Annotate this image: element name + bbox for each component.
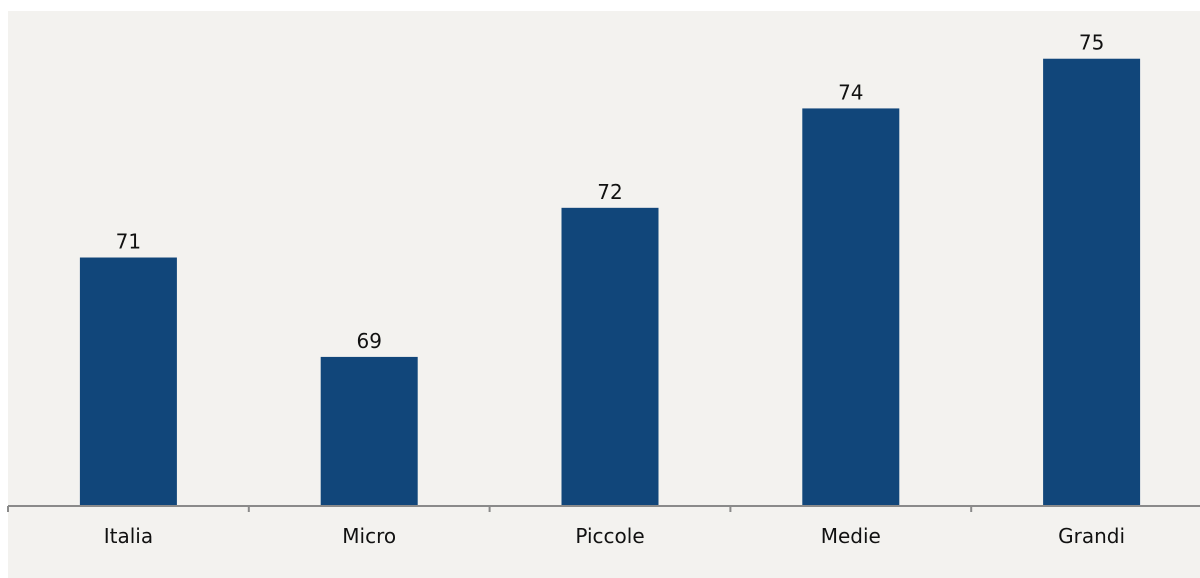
x-tick-label-micro: Micro xyxy=(342,524,396,548)
data-label-grandi: 75 xyxy=(1079,31,1104,55)
bars-layer xyxy=(79,58,1141,507)
bar-medie xyxy=(802,108,900,506)
x-tick-label-grandi: Grandi xyxy=(1058,524,1125,548)
bar-micro xyxy=(320,356,418,506)
data-label-micro: 69 xyxy=(356,329,381,353)
bar-italia xyxy=(79,257,177,506)
x-tick-label-italia: Italia xyxy=(104,524,153,548)
data-label-medie: 74 xyxy=(838,80,863,104)
bar-piccole xyxy=(561,207,659,506)
bar-grandi xyxy=(1043,58,1141,507)
x-tick-label-medie: Medie xyxy=(821,524,881,548)
data-label-piccole: 72 xyxy=(597,180,622,204)
value-labels-layer: 71 69 72 74 75 xyxy=(116,31,1105,353)
x-tick-label-piccole: Piccole xyxy=(575,524,644,548)
x-axis-ticks-layer xyxy=(7,506,973,512)
x-axis-tick-labels-layer: Italia Micro Piccole Medie Grandi xyxy=(104,524,1125,548)
data-label-italia: 71 xyxy=(116,230,141,254)
